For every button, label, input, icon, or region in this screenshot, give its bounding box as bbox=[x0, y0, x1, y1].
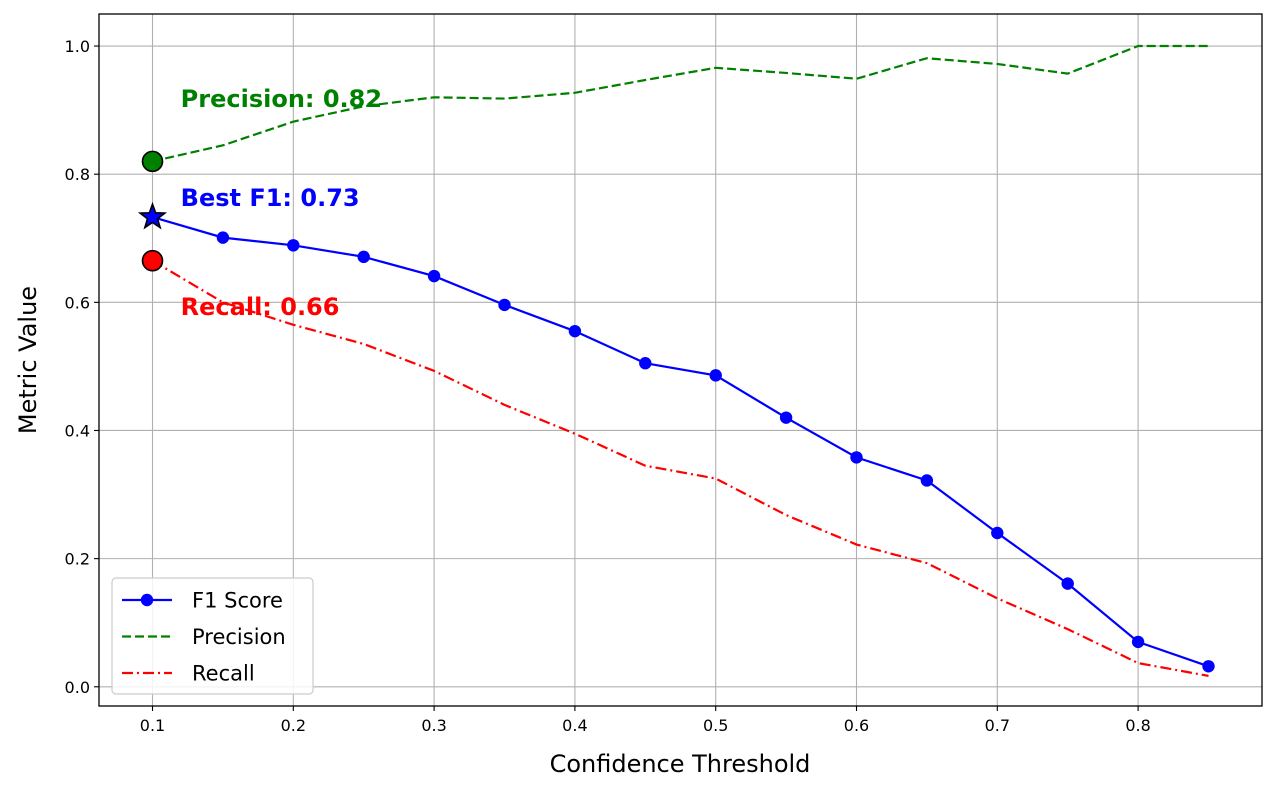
f1-score-line bbox=[152, 216, 1209, 668]
annotation-label: Best F1: 0.73 bbox=[181, 184, 360, 212]
annotation-label: Precision: 0.82 bbox=[181, 85, 382, 113]
x-tick-label: 0.8 bbox=[1125, 716, 1150, 735]
f1-score-point bbox=[1131, 635, 1145, 649]
f1-score-point bbox=[427, 269, 441, 283]
legend-marker-f1-score bbox=[140, 593, 154, 607]
legend-label-f1-score: F1 Score bbox=[192, 589, 283, 613]
f1-score-point bbox=[357, 250, 370, 264]
y-axis-label: Metric Value bbox=[14, 286, 42, 434]
f1-score-point bbox=[498, 298, 511, 312]
y-tick-label: 0.8 bbox=[65, 165, 90, 184]
recall-highlight-marker bbox=[141, 249, 164, 272]
recall-line bbox=[151, 259, 1209, 677]
f1-score-point bbox=[639, 357, 652, 370]
plot-frame bbox=[98, 13, 1263, 707]
precision-line bbox=[152, 44, 1209, 163]
f1-score-point bbox=[991, 526, 1004, 540]
f1-score-point bbox=[850, 451, 863, 464]
annotation-label: Recall: 0.66 bbox=[181, 293, 340, 321]
y-tick-label: 0.4 bbox=[65, 421, 90, 440]
annotations: Precision: 0.82 Best F1: 0.73 Recall: 0.66 bbox=[181, 85, 382, 321]
f1-score-point bbox=[1202, 660, 1215, 673]
f1-score-point bbox=[920, 474, 934, 487]
x-tick-label: 0.5 bbox=[703, 716, 728, 735]
y-tick-label: 1.0 bbox=[65, 37, 90, 56]
precision-highlight-marker bbox=[141, 150, 164, 173]
x-tick-label: 0.4 bbox=[562, 716, 587, 735]
f1-score-point bbox=[779, 411, 793, 424]
legend-box bbox=[111, 577, 314, 695]
f1-score-point bbox=[568, 324, 582, 338]
f1-score-point bbox=[1061, 577, 1074, 590]
y-tick-label: 0.6 bbox=[65, 293, 90, 312]
x-axis-label: Confidence Threshold bbox=[550, 750, 811, 778]
y-axis-ticks: 0.0 0.2 0.4 0.6 0.8 1.0 bbox=[65, 37, 99, 697]
f1-score-point bbox=[709, 369, 722, 382]
f1-score-best-star-marker bbox=[137, 201, 168, 230]
x-tick-label: 0.1 bbox=[140, 716, 165, 735]
legend-label-recall: Recall bbox=[192, 662, 255, 686]
legend-label-precision: Precision bbox=[192, 625, 286, 649]
x-axis-ticks: 0.1 0.2 0.3 0.4 0.5 0.6 0.7 0.8 bbox=[140, 706, 1151, 735]
f1-score-point bbox=[287, 239, 300, 252]
x-tick-label: 0.6 bbox=[844, 716, 869, 735]
series-layer bbox=[146, 44, 1215, 677]
x-tick-label: 0.7 bbox=[985, 716, 1010, 735]
x-tick-label: 0.2 bbox=[281, 716, 306, 735]
highlight-markers bbox=[137, 150, 168, 272]
x-tick-label: 0.3 bbox=[421, 716, 446, 735]
f1-score-point bbox=[216, 231, 230, 244]
y-tick-label: 0.2 bbox=[65, 550, 90, 569]
legend: F1 Score Precision Recall bbox=[111, 577, 314, 695]
y-tick-label: 0.0 bbox=[65, 678, 90, 697]
